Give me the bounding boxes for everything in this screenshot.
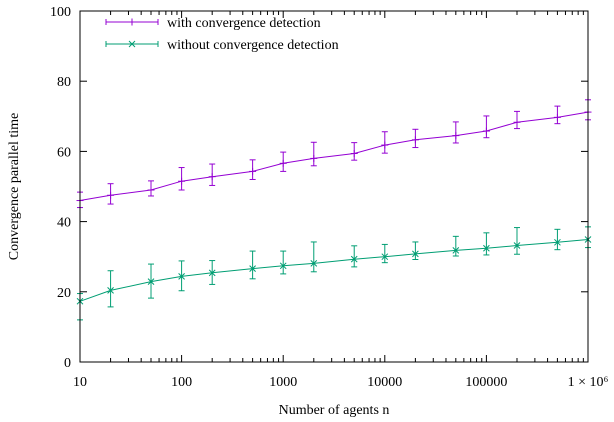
legend-item: without convergence detection [105,38,339,53]
data-point [178,177,186,185]
data-point [554,238,561,246]
data-point [279,159,287,167]
legend-label: without convergence detection [167,38,339,53]
plot-frame [79,10,589,363]
data-point [381,253,389,261]
y-tick-label: 20 [57,286,71,301]
x-tick-label: 10 [73,375,87,390]
data-point [350,150,358,158]
y-tick-label: 100 [50,5,71,20]
data-point [381,141,389,149]
x-tick-label: 100 [171,375,192,390]
error-bar [412,241,419,261]
legend-sample [105,40,159,48]
error-bar [452,235,459,257]
series-lines [79,111,589,302]
legend-item: with convergence detection [105,16,321,31]
error-bars [77,99,591,321]
data-point [208,173,216,181]
series-markers [76,108,592,305]
error-bar [310,141,317,167]
series-line [79,111,589,201]
legend-marker [128,40,136,48]
data-point [310,154,318,162]
error-bar [107,270,114,308]
legend-marker [128,18,136,26]
y-tick-label: 60 [57,145,71,160]
data-point [208,269,216,277]
data-point [553,113,561,121]
data-point [412,250,419,258]
data-point [513,118,521,126]
data-point [310,260,318,267]
data-point [279,262,287,270]
error-bar [483,232,490,256]
error-bar [249,250,256,280]
legend-label: with convergence detection [167,16,321,31]
data-point [147,186,155,194]
data-point [452,247,460,254]
x-tick-label: 10000 [367,375,402,390]
data-point [411,136,419,144]
error-bar [280,250,287,275]
y-tick-label: 0 [64,356,71,371]
y-axis-title: Convergence parallel time [7,113,22,260]
y-tick-label: 80 [57,75,71,90]
data-point [249,167,257,175]
data-point [249,265,256,272]
data-point [482,127,490,135]
data-point [483,244,490,252]
error-bar [513,227,520,255]
error-bar [351,245,358,268]
legend-sample [105,18,159,26]
y-tick-label: 40 [57,216,71,231]
data-point [350,255,358,263]
x-tick-label: 100000 [465,375,507,390]
data-point [107,191,115,199]
error-bar [310,241,317,273]
data-point [147,278,155,285]
legend: with convergence detection without conve… [105,16,339,53]
data-point [178,273,185,280]
error-bar [554,228,561,251]
error-bar [381,243,388,264]
tick-labels: 0 20 40 60 80 100 10 100 1000 10000 100000 1 × 10⁶ [50,5,609,390]
data-point [107,287,114,294]
x-tick-label: 1000 [269,375,297,390]
axis-ticks [79,10,589,363]
x-axis-title: Number of agents n [279,403,390,418]
series-line [79,239,589,302]
x-tick-label: 1 × 10⁶ [568,375,609,390]
data-point [452,132,460,140]
data-point [513,242,521,249]
